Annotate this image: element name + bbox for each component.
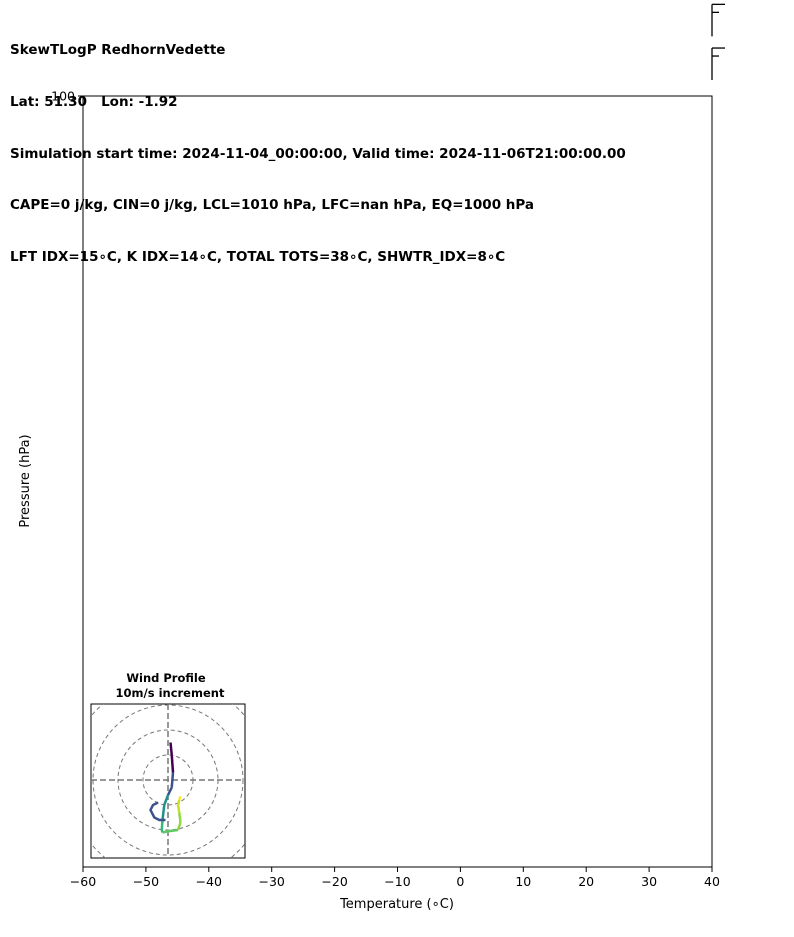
dry-adiabat xyxy=(765,0,794,96)
moist-adiabat xyxy=(529,96,531,97)
dry-adiabat xyxy=(471,96,473,97)
cape-cin-shading xyxy=(717,0,794,96)
isotherm xyxy=(666,96,668,97)
wind-barb xyxy=(711,3,725,37)
inset-subtitle: 10m/s increment xyxy=(116,686,225,700)
hodograph-segment xyxy=(163,794,170,806)
moist-adiabat xyxy=(239,96,241,97)
moist-adiabat xyxy=(474,96,476,97)
dry-adiabat xyxy=(602,96,604,97)
parcel-profile-line xyxy=(717,0,794,96)
isotherm xyxy=(729,0,794,96)
hodograph-segment xyxy=(178,795,182,801)
x-tick-label: −60 xyxy=(70,874,96,889)
wind-barbs xyxy=(711,3,725,81)
moist-adiabat xyxy=(395,96,397,97)
x-tick-label: −40 xyxy=(196,874,222,889)
isotherm xyxy=(352,96,353,97)
hodograph-segment xyxy=(176,799,181,806)
x-tick-label: 30 xyxy=(641,874,657,889)
hodograph-segment xyxy=(169,742,173,756)
dry-adiabat xyxy=(341,96,343,97)
hodograph-segment xyxy=(176,822,182,831)
y-tick-label: 100 xyxy=(51,89,75,104)
hodograph-segment xyxy=(160,819,164,831)
hodograph-segment xyxy=(167,828,179,833)
dry-adiabat xyxy=(667,96,669,97)
background-lines xyxy=(83,0,794,97)
x-tick-label: 20 xyxy=(578,874,594,889)
hodograph-segment xyxy=(178,812,182,823)
isotherm xyxy=(540,96,542,97)
inset-title: Wind Profile xyxy=(126,671,206,685)
dry-adiabat xyxy=(569,96,571,97)
title-times: Simulation start time: 2024-11-04_00:00:… xyxy=(10,145,626,162)
moist-adiabat xyxy=(364,96,366,97)
dry-adiabat xyxy=(504,96,506,97)
moist-adiabat xyxy=(599,96,601,97)
dry-adiabat xyxy=(733,0,794,96)
x-tick-label: −20 xyxy=(321,874,347,889)
wind-barb xyxy=(711,47,725,81)
mixing-ratio-line xyxy=(784,0,794,96)
isotherm xyxy=(163,96,164,97)
hodograph-segment xyxy=(161,804,166,821)
x-tick-label: −50 xyxy=(133,874,159,889)
title-latlon: Lat: 51.30 Lon: -1.92 xyxy=(10,94,178,111)
title-station: SkewTLogP RedhornVedette xyxy=(10,42,226,59)
hodograph-segment xyxy=(170,772,175,788)
moist-adiabat xyxy=(691,96,693,97)
hodograph-segment xyxy=(162,830,169,834)
x-tick-label: −30 xyxy=(259,874,285,889)
chart-title-block: SkewTLogP RedhornVedette Lat: 51.30 Lon:… xyxy=(10,8,626,283)
x-tick-label: 40 xyxy=(704,874,720,889)
x-axis-label: Temperature (∘C) xyxy=(339,897,454,912)
moist-adiabat xyxy=(431,96,433,97)
dry-adiabat xyxy=(537,96,539,97)
title-indices-2: LFT IDX=15∘C, K IDX=14∘C, TOTAL TOTS=38∘… xyxy=(10,248,506,265)
dry-adiabat xyxy=(374,96,376,97)
shaded-area xyxy=(717,0,794,96)
isotherm xyxy=(477,96,479,97)
x-tick-label: 10 xyxy=(515,874,531,889)
hodograph-segment xyxy=(149,801,166,822)
hodograph-segment xyxy=(170,754,175,773)
axes: −60−50−40−30−20−100102030401000900800700… xyxy=(51,89,720,890)
isotherm xyxy=(414,96,416,97)
y-axis-label: Pressure (hPa) xyxy=(18,434,33,527)
x-tick-label: −10 xyxy=(384,874,410,889)
dry-adiabat xyxy=(439,96,441,97)
profile-lines xyxy=(717,0,794,96)
hodograph-segment xyxy=(176,804,181,813)
inset-plot xyxy=(91,704,245,858)
dry-adiabat xyxy=(406,96,408,97)
hodograph-segment xyxy=(166,786,173,796)
moist-adiabat xyxy=(338,96,340,97)
hodograph-segment xyxy=(160,829,164,833)
isotherm xyxy=(603,96,605,97)
x-tick-label: 0 xyxy=(456,874,464,889)
isotherm xyxy=(226,96,227,97)
